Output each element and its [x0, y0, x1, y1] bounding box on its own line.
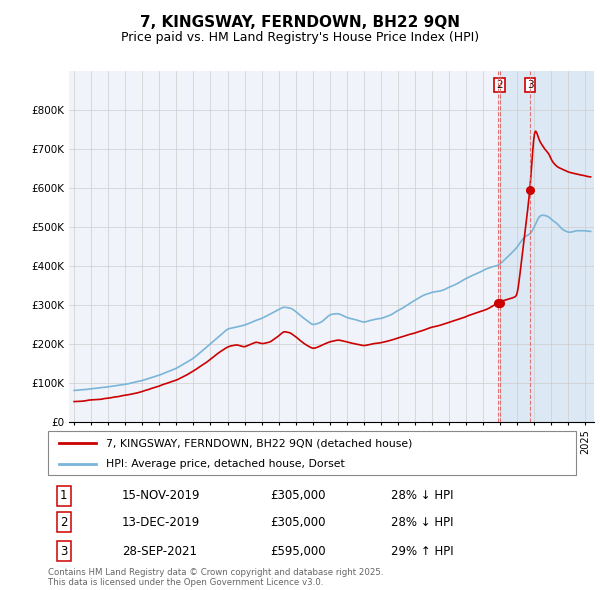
Text: £305,000: £305,000	[270, 489, 325, 502]
Text: 15-NOV-2019: 15-NOV-2019	[122, 489, 200, 502]
Text: 28% ↓ HPI: 28% ↓ HPI	[391, 516, 454, 529]
Text: 7, KINGSWAY, FERNDOWN, BH22 9QN (detached house): 7, KINGSWAY, FERNDOWN, BH22 9QN (detache…	[106, 438, 412, 448]
Text: £305,000: £305,000	[270, 516, 325, 529]
Text: £595,000: £595,000	[270, 545, 325, 558]
Text: 2: 2	[60, 516, 68, 529]
Text: 3: 3	[60, 545, 68, 558]
Bar	[500, 71, 594, 422]
Point	[493, 298, 503, 307]
Point	[525, 185, 535, 195]
Text: Price paid vs. HM Land Registry's House Price Index (HPI): Price paid vs. HM Land Registry's House …	[121, 31, 479, 44]
Text: 3: 3	[527, 80, 533, 90]
Text: 29% ↑ HPI: 29% ↑ HPI	[391, 545, 454, 558]
Text: 28-SEP-2021: 28-SEP-2021	[122, 545, 197, 558]
Text: 28% ↓ HPI: 28% ↓ HPI	[391, 489, 454, 502]
Text: 13-DEC-2019: 13-DEC-2019	[122, 516, 200, 529]
Text: 2: 2	[496, 80, 503, 90]
Text: 1: 1	[60, 489, 68, 502]
Point	[495, 298, 505, 307]
FancyBboxPatch shape	[48, 431, 576, 475]
Text: HPI: Average price, detached house, Dorset: HPI: Average price, detached house, Dors…	[106, 459, 345, 469]
Text: 7, KINGSWAY, FERNDOWN, BH22 9QN: 7, KINGSWAY, FERNDOWN, BH22 9QN	[140, 15, 460, 30]
Text: Contains HM Land Registry data © Crown copyright and database right 2025.
This d: Contains HM Land Registry data © Crown c…	[48, 568, 383, 587]
